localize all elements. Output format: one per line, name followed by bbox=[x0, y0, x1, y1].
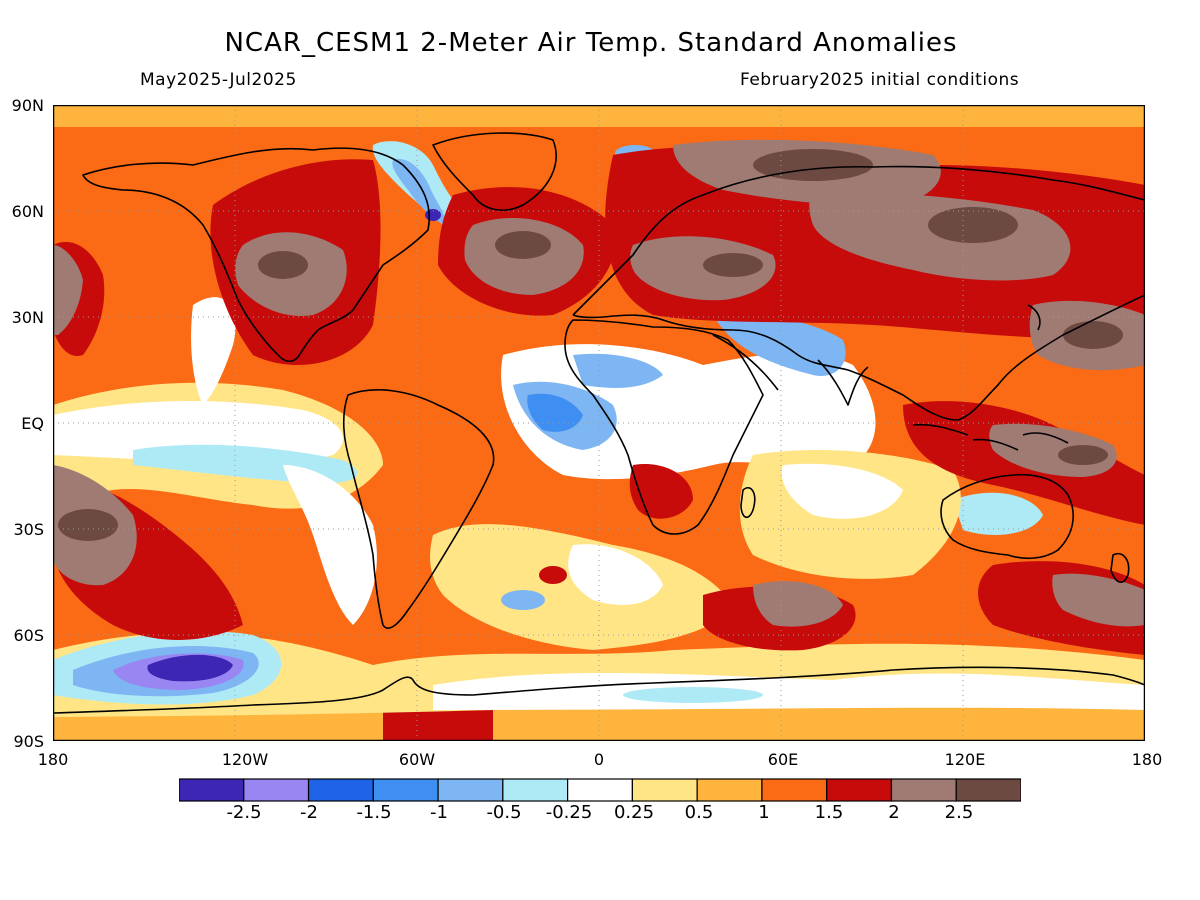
legend-label: -1 bbox=[430, 802, 448, 823]
anomaly-map bbox=[53, 105, 1145, 741]
coastlines bbox=[53, 132, 1145, 714]
south-indian-strong-warm bbox=[753, 581, 843, 627]
west-pacific-extreme-warm bbox=[1058, 445, 1108, 465]
legend-swatch bbox=[243, 778, 310, 802]
legend-swatch bbox=[502, 778, 569, 802]
northwest-pacific-extreme-warm bbox=[1063, 321, 1123, 349]
legend-swatch bbox=[567, 778, 633, 802]
legend-swatch bbox=[955, 778, 1021, 802]
south-pacific-extreme-warm bbox=[58, 509, 118, 541]
labrador-cool-mid bbox=[392, 159, 446, 225]
north-america-coast bbox=[82, 147, 430, 363]
lat-label-30s: 30S bbox=[13, 520, 44, 539]
legend-swatch bbox=[890, 778, 957, 802]
new-zealand-coast bbox=[1110, 553, 1130, 583]
legend-label: 2 bbox=[888, 802, 900, 823]
europe-strong-warm bbox=[630, 236, 776, 301]
lat-label-90n: 90N bbox=[11, 96, 44, 115]
lat-label-eq: EQ bbox=[21, 414, 44, 433]
eurasia-coast bbox=[572, 165, 1145, 421]
legend-label: 1.5 bbox=[814, 802, 844, 823]
lon-label-180w: 180 bbox=[37, 750, 69, 769]
antarctic-cool-spot bbox=[623, 687, 763, 703]
new-zealand-strong-warm bbox=[1052, 573, 1145, 627]
map-title: NCAR_CESM1 2-Meter Air Temp. Standard An… bbox=[224, 28, 958, 58]
forecast-period: May2025-Jul2025 bbox=[140, 70, 297, 90]
legend-swatch bbox=[372, 778, 439, 802]
atlantic-extreme-warm bbox=[495, 231, 551, 259]
sahel-cool-region bbox=[573, 353, 663, 388]
legend-label: 0.25 bbox=[613, 802, 655, 823]
siberia-extreme-warm bbox=[753, 149, 873, 181]
central-asia-extreme-warm bbox=[928, 207, 1018, 243]
lon-label-60e: 60E bbox=[767, 750, 799, 769]
lon-label-0: 0 bbox=[593, 750, 605, 769]
antarctica-coast bbox=[53, 666, 1145, 714]
europe-extreme-warm bbox=[703, 253, 763, 277]
south-atlantic-white-patch bbox=[568, 544, 663, 605]
japan-coast bbox=[1027, 304, 1041, 331]
greenland-coast bbox=[432, 132, 557, 211]
south-atlantic-warm-spot bbox=[539, 566, 567, 584]
madagascar-coast bbox=[740, 486, 756, 519]
lon-label-60w: 60W bbox=[398, 750, 436, 769]
legend-swatch bbox=[307, 778, 374, 802]
south-africa-warm bbox=[629, 464, 693, 519]
us-extreme-warm bbox=[258, 251, 308, 279]
legend-label: -0.5 bbox=[486, 802, 522, 823]
lon-label-120e: 120E bbox=[944, 750, 986, 769]
south-america-coast bbox=[342, 389, 495, 629]
bering-strong-warm bbox=[53, 245, 83, 335]
legend-label: -2 bbox=[300, 802, 318, 823]
lon-label-180e: 180 bbox=[1131, 750, 1163, 769]
legend-swatch bbox=[826, 778, 893, 802]
map-frame bbox=[53, 105, 1145, 741]
atlantic-cool-core bbox=[527, 393, 583, 432]
lon-label-120w: 120W bbox=[221, 750, 269, 769]
legend-label: 0.5 bbox=[684, 802, 714, 823]
legend-label: -2.5 bbox=[226, 802, 262, 823]
south-pacific-cool-core bbox=[147, 654, 233, 682]
arabia-india-cool-region bbox=[713, 313, 846, 376]
lat-label-60n: 60N bbox=[11, 202, 44, 221]
initial-conditions: February2025 initial conditions bbox=[740, 70, 1020, 90]
south-atlantic-cool-spot bbox=[501, 590, 545, 610]
pacific-equatorial-neutral bbox=[53, 400, 343, 463]
legend-label: 2.5 bbox=[944, 802, 974, 823]
legend-swatch bbox=[631, 778, 698, 802]
maritime-continent-coast bbox=[912, 423, 1069, 451]
color-scale-bar bbox=[179, 778, 1021, 802]
legend-label: -1.5 bbox=[356, 802, 392, 823]
lat-label-60s: 60S bbox=[13, 626, 44, 645]
africa-coast bbox=[564, 319, 764, 535]
lat-label-30n: 30N bbox=[11, 308, 44, 327]
legend-label: 1 bbox=[758, 802, 770, 823]
arctic-band bbox=[53, 105, 1145, 127]
lat-label-90s: 90S bbox=[13, 732, 44, 751]
legend-swatch bbox=[437, 778, 504, 802]
australia-coast bbox=[940, 473, 1074, 560]
northeast-pacific-neutral bbox=[191, 297, 236, 405]
indian-ocean-white-patch bbox=[781, 463, 903, 519]
south-pacific-neutral bbox=[283, 465, 377, 625]
legend-swatch bbox=[761, 778, 828, 802]
legend-swatch bbox=[696, 778, 763, 802]
legend-label: -0.25 bbox=[545, 802, 593, 823]
antarctic-coast-neutral bbox=[433, 673, 1145, 710]
australia-cool-region bbox=[953, 492, 1043, 535]
legend-swatch bbox=[179, 778, 245, 802]
arabia-india-coast bbox=[712, 334, 869, 406]
